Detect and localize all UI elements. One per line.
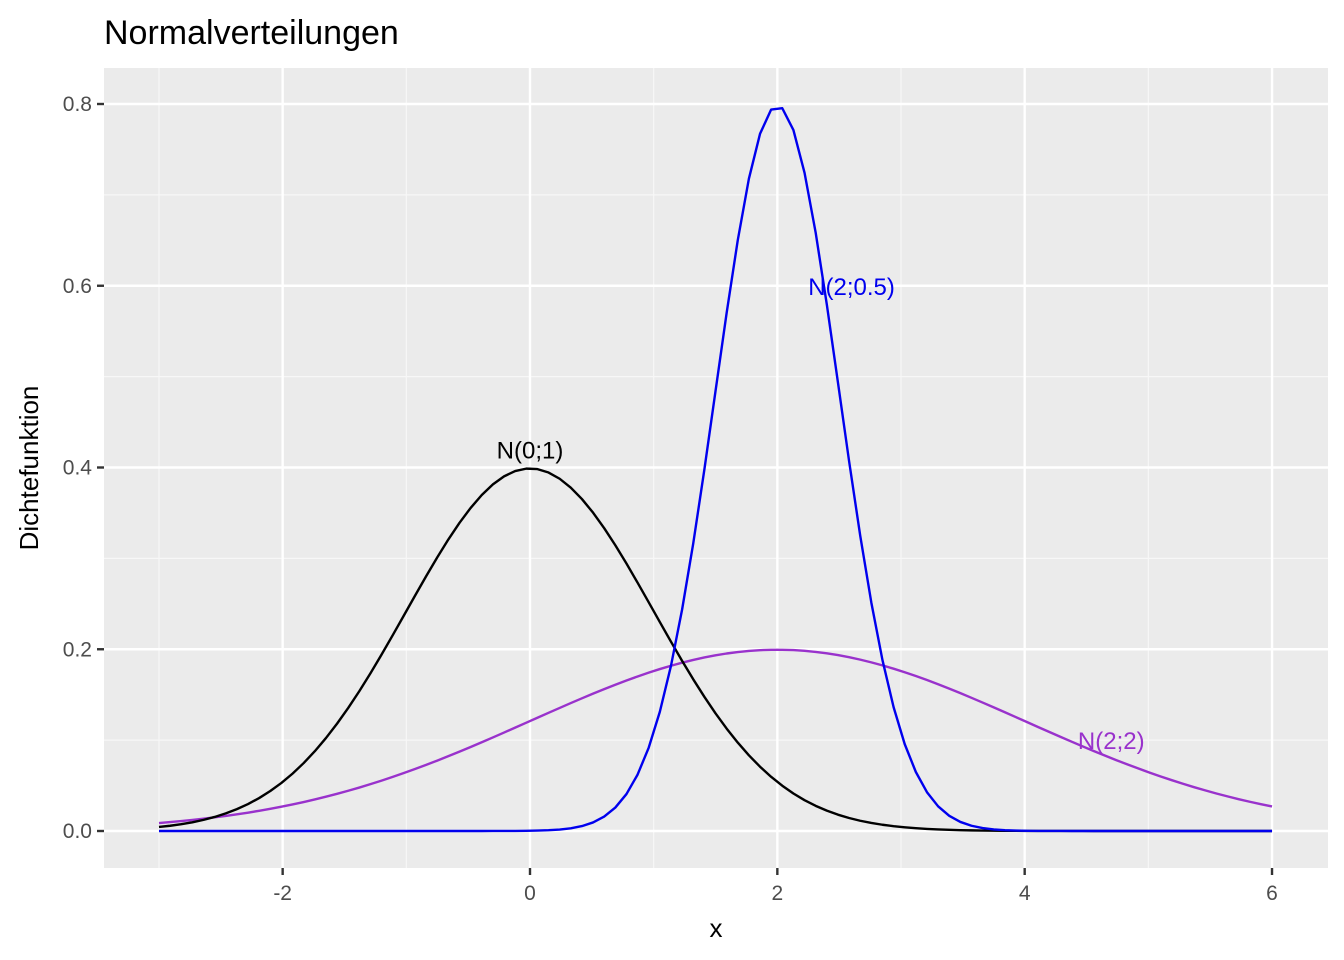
y-tick-label: 0.8	[63, 93, 92, 116]
curve-label: N(2;0.5)	[808, 274, 895, 301]
density-curves	[158, 107, 1273, 833]
x-tick-label: 4	[1019, 882, 1031, 905]
chart-title: Normalverteilungen	[104, 14, 399, 52]
curve-label: N(0;1)	[497, 437, 564, 464]
x-axis-title: x	[710, 913, 723, 943]
x-axis: -2 0 2 4 6	[273, 868, 1278, 905]
curve-N(2;2)	[158, 648, 1273, 825]
y-tick-label: 0.6	[63, 275, 92, 298]
x-tick-label: -2	[273, 882, 292, 905]
y-tick-label: 0.2	[63, 638, 92, 661]
y-tick-label: 0.0	[63, 820, 92, 843]
y-tick-label: 0.4	[63, 457, 93, 480]
curve-label: N(2;2)	[1078, 728, 1145, 755]
x-tick-label: 2	[771, 882, 783, 905]
x-tick-label: 6	[1266, 882, 1278, 905]
curve-N(2;0.5)	[158, 107, 1273, 833]
curve-labels: N(0;1) N(2;0.5) N(2;2)	[497, 274, 1145, 755]
y-axis: 0.0 0.2 0.4 0.6 0.8	[63, 93, 104, 843]
x-tick-label: 0	[524, 882, 536, 905]
y-axis-title: Dichtefunktion	[14, 386, 44, 551]
